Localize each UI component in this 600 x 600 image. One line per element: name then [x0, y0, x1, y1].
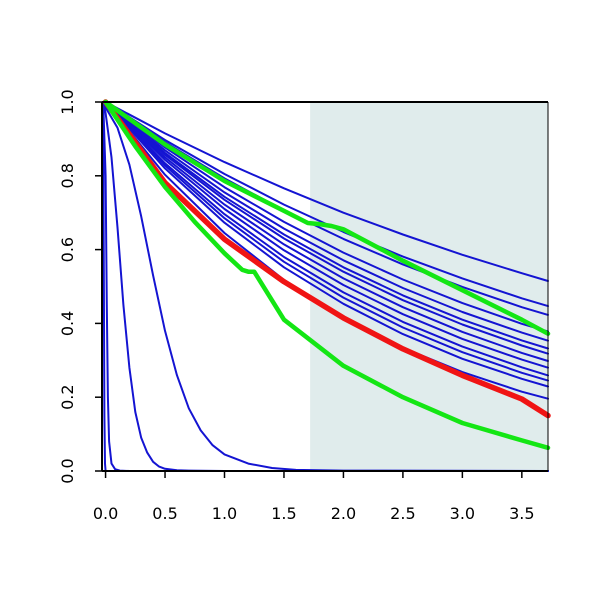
- series-line-blue-7: [104, 101, 549, 355]
- y-tick-label: 0.4: [58, 311, 77, 336]
- series-line-green-19: [103, 99, 551, 336]
- series-line-blue-12: [104, 101, 549, 388]
- x-tick-label: 0.0: [93, 504, 118, 523]
- y-tick-label: 0.8: [58, 163, 77, 188]
- x-tick-label: 2.0: [331, 504, 356, 523]
- y-tick-label: 0.2: [58, 384, 77, 409]
- x-tick-label: 2.5: [390, 504, 415, 523]
- axis-layer: 0.0 0.2 0.4 0.6 0.8 1.0 0.0 0.5 1.0 1.5 2.0 2.5 3.0 3…: [58, 89, 549, 523]
- x-tick-label: 0.5: [152, 504, 177, 523]
- x-tick-label: 3.5: [509, 504, 534, 523]
- series-line-blue-5: [104, 101, 549, 342]
- series-line-blue-2: [104, 101, 549, 308]
- series-line-green-20: [103, 99, 551, 451]
- series-line-blue-6: [104, 101, 549, 350]
- y-tick-label: 1.0: [58, 89, 77, 114]
- y-tick-label: 0.0: [58, 458, 77, 483]
- x-tick-label: 3.0: [450, 504, 475, 523]
- series-line-blue-4: [104, 101, 549, 333]
- series-line-blue-9: [104, 101, 549, 369]
- series-line-blue-10: [104, 101, 549, 377]
- series-line-red-18: [102, 99, 551, 419]
- series-line-blue-8: [104, 101, 549, 362]
- x-tick-label: 1.5: [271, 504, 296, 523]
- x-tick-label: 1.0: [212, 504, 237, 523]
- y-tick-label: 0.6: [58, 237, 77, 262]
- series-line-blue-1: [104, 101, 549, 282]
- series-line-blue-14: [102, 101, 549, 472]
- series-line-blue-11: [104, 101, 549, 382]
